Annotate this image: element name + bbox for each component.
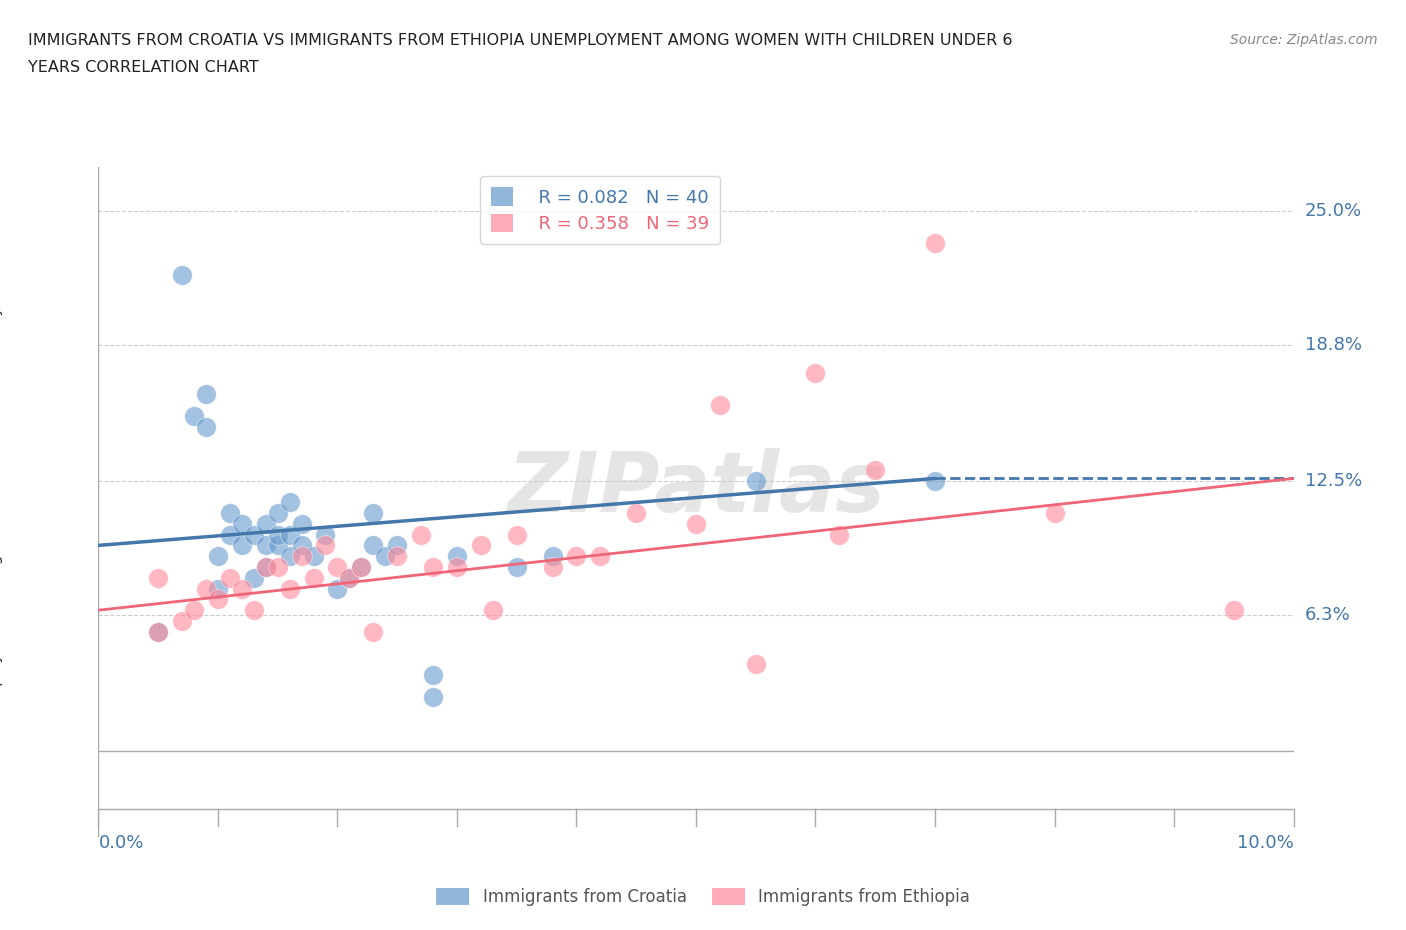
Point [385,538,409,552]
Point [254,538,277,552]
Point [219,570,242,585]
Legend:   R = 0.082   N = 40,   R = 0.358   N = 39: R = 0.082 N = 40, R = 0.358 N = 39 [481,177,720,244]
Point [422,560,444,575]
Point [278,581,301,596]
Point [828,527,851,542]
Point [290,549,312,564]
Point [363,506,385,521]
Point [254,560,277,575]
Text: Source: ZipAtlas.com: Source: ZipAtlas.com [1230,33,1378,46]
Point [924,235,946,250]
Point [207,581,229,596]
Point [315,527,337,542]
Point [290,516,312,531]
Point [422,689,444,704]
Point [231,538,253,552]
Point [315,538,337,552]
Point [267,527,290,542]
Point [243,603,266,618]
Point [363,624,385,639]
Point [267,506,290,521]
Point [804,365,827,380]
Point [278,527,301,542]
Point [411,527,433,542]
Point [302,549,325,564]
Point [172,614,194,629]
Point [541,560,564,575]
Point [172,268,194,283]
Point [924,473,946,488]
Point [422,668,444,683]
Point [194,581,218,596]
Point [207,592,229,607]
Point [148,624,170,639]
Point [219,506,242,521]
Point [541,549,564,564]
Point [219,527,242,542]
Point [470,538,492,552]
Point [709,397,731,412]
Point [278,495,301,510]
Point [385,549,409,564]
Point [350,560,373,575]
Legend: Immigrants from Croatia, Immigrants from Ethiopia: Immigrants from Croatia, Immigrants from… [429,881,977,912]
Point [207,549,229,564]
Text: ZIPatlas: ZIPatlas [508,448,884,529]
Point [589,549,612,564]
Text: 18.8%: 18.8% [1305,336,1361,353]
Point [326,560,349,575]
Text: Unemployment Among Women with Children Under 6 years: Unemployment Among Women with Children U… [0,273,3,731]
Point [1043,506,1066,521]
Point [339,570,360,585]
Text: 10.0%: 10.0% [1237,834,1294,852]
Point [624,506,647,521]
Point [267,538,290,552]
Point [745,473,768,488]
Point [194,419,218,434]
Point [350,560,373,575]
Text: IMMIGRANTS FROM CROATIA VS IMMIGRANTS FROM ETHIOPIA UNEMPLOYMENT AMONG WOMEN WIT: IMMIGRANTS FROM CROATIA VS IMMIGRANTS FR… [28,33,1012,47]
Point [302,570,325,585]
Point [446,560,468,575]
Point [506,527,529,542]
Point [278,549,301,564]
Point [865,462,887,477]
Point [194,387,218,402]
Text: YEARS CORRELATION CHART: YEARS CORRELATION CHART [28,60,259,75]
Point [506,560,529,575]
Text: 25.0%: 25.0% [1305,202,1362,219]
Point [446,549,468,564]
Point [183,603,205,618]
Point [243,527,266,542]
Point [148,570,170,585]
Point [685,516,707,531]
Text: 6.3%: 6.3% [1305,605,1350,623]
Point [326,581,349,596]
Point [231,581,253,596]
Point [481,603,505,618]
Point [374,549,396,564]
Point [267,560,290,575]
Point [243,570,266,585]
Point [183,408,205,423]
Point [254,516,277,531]
Point [231,516,253,531]
Point [339,570,360,585]
Point [745,657,768,671]
Point [565,549,588,564]
Text: 0.0%: 0.0% [98,834,143,852]
Point [363,538,385,552]
Point [290,538,312,552]
Text: 12.5%: 12.5% [1305,472,1362,489]
Point [254,560,277,575]
Point [1223,603,1246,618]
Point [148,624,170,639]
